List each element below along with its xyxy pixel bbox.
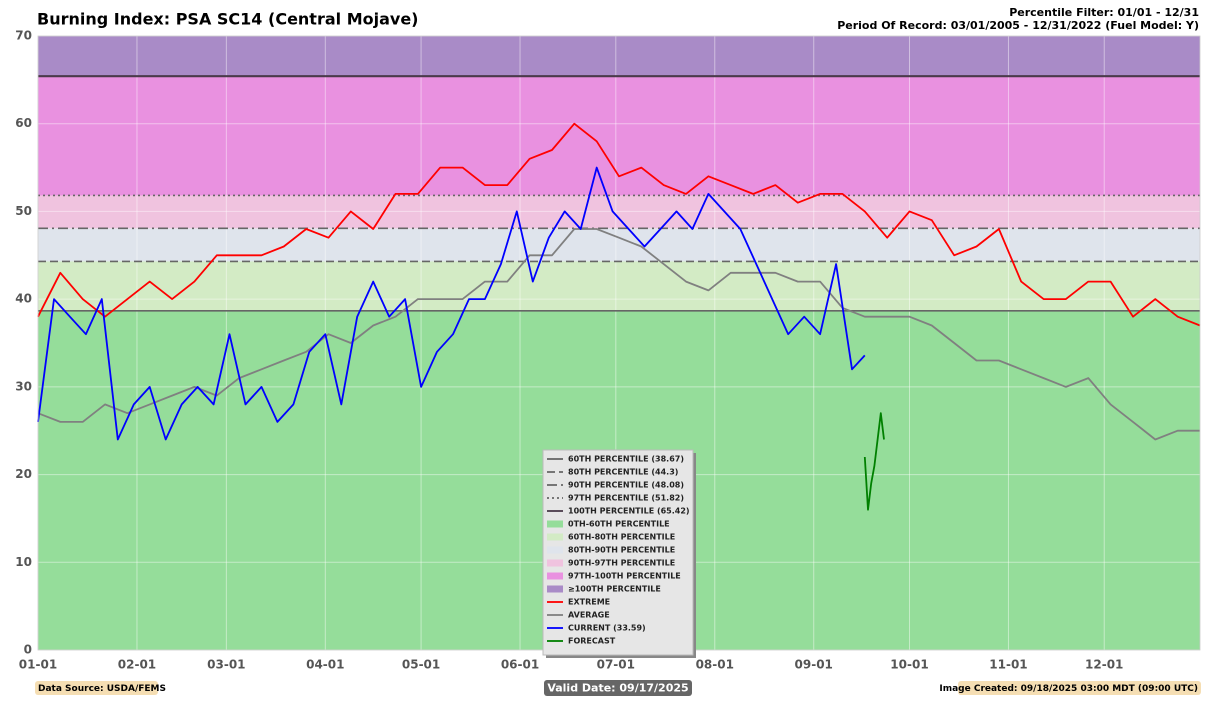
subtitle: Period Of Record: 03/01/2005 - 12/31/202… bbox=[837, 19, 1199, 32]
x-tick-label: 03-01 bbox=[207, 658, 245, 672]
x-tick-label: 10-01 bbox=[890, 658, 928, 672]
legend-label: 90TH-97TH PERCENTILE bbox=[568, 559, 675, 568]
source-badge bbox=[35, 681, 158, 695]
legend-label: 97TH PERCENTILE (51.82) bbox=[568, 494, 684, 503]
plot-area bbox=[37, 35, 1201, 651]
valid-label: Valid Date: 09/17/2025 bbox=[547, 682, 688, 695]
legend-label: 0TH-60TH PERCENTILE bbox=[568, 520, 670, 529]
x-tick-label: 04-01 bbox=[306, 658, 344, 672]
x-tick-label: 06-01 bbox=[501, 658, 539, 672]
legend-label: EXTREME bbox=[568, 598, 610, 607]
x-tick-label: 11-01 bbox=[989, 658, 1027, 672]
series-line bbox=[37, 166, 866, 441]
series-line bbox=[37, 122, 1201, 327]
legend-label: 90TH PERCENTILE (48.08) bbox=[568, 481, 684, 490]
created-label: Image Created: 09/18/2025 03:00 MDT (09:… bbox=[939, 684, 1198, 694]
series-line bbox=[37, 228, 1200, 441]
y-tick-label: 10 bbox=[15, 555, 32, 569]
legend-label: 60TH PERCENTILE (38.67) bbox=[568, 455, 684, 464]
chart-title: Burning Index: PSA SC14 (Central Mojave) bbox=[37, 10, 418, 29]
x-tick-label: 02-01 bbox=[118, 658, 156, 672]
y-tick-label: 70 bbox=[15, 29, 32, 43]
legend-label: 80TH PERCENTILE (44.3) bbox=[568, 468, 678, 477]
x-tick-label: 12-01 bbox=[1085, 658, 1123, 672]
legend-label: 97TH-100TH PERCENTILE bbox=[568, 572, 681, 581]
legend-label: 80TH-90TH PERCENTILE bbox=[568, 546, 675, 555]
percentile-band bbox=[38, 261, 1200, 311]
legend-label: 100TH PERCENTILE (65.42) bbox=[568, 507, 690, 516]
y-tick-label: 0 bbox=[24, 643, 32, 657]
legend-swatch bbox=[547, 533, 563, 541]
source-label: Data Source: USDA/FEMS bbox=[38, 684, 166, 694]
subtitle: Percentile Filter: 01/01 - 12/31 bbox=[1009, 6, 1199, 19]
percentile-band bbox=[38, 228, 1200, 262]
legend: 60TH PERCENTILE (38.67) 80TH PERCENTILE (… bbox=[542, 449, 696, 658]
x-tick-label: 07-01 bbox=[597, 658, 635, 672]
legend-label: AVERAGE bbox=[568, 611, 610, 620]
x-tick-label: 09-01 bbox=[795, 658, 833, 672]
y-tick-label: 20 bbox=[15, 467, 32, 481]
valid-badge bbox=[544, 680, 692, 696]
legend-swatch bbox=[547, 585, 563, 593]
legend-swatch bbox=[547, 520, 563, 528]
created-badge bbox=[958, 681, 1201, 695]
percentile-band bbox=[38, 36, 1200, 77]
legend-label: ≥100TH PERCENTILE bbox=[568, 585, 661, 594]
legend-swatch bbox=[547, 559, 563, 567]
legend-label: CURRENT (33.59) bbox=[568, 624, 646, 633]
y-tick-label: 40 bbox=[15, 292, 32, 306]
x-tick-label: 05-01 bbox=[402, 658, 440, 672]
legend-swatch bbox=[547, 546, 563, 554]
x-tick-label: 08-01 bbox=[696, 658, 734, 672]
series-line bbox=[863, 412, 885, 511]
legend-label: FORECAST bbox=[568, 637, 616, 646]
legend-box bbox=[542, 449, 694, 656]
percentile-band bbox=[38, 195, 1200, 229]
percentile-band bbox=[38, 76, 1200, 196]
y-tick-label: 30 bbox=[15, 379, 32, 393]
y-tick-label: 60 bbox=[15, 116, 32, 130]
y-tick-label: 50 bbox=[15, 204, 32, 218]
x-tick-label: 01-01 bbox=[19, 658, 57, 672]
legend-label: 60TH-80TH PERCENTILE bbox=[568, 533, 675, 542]
legend-swatch bbox=[547, 572, 563, 580]
